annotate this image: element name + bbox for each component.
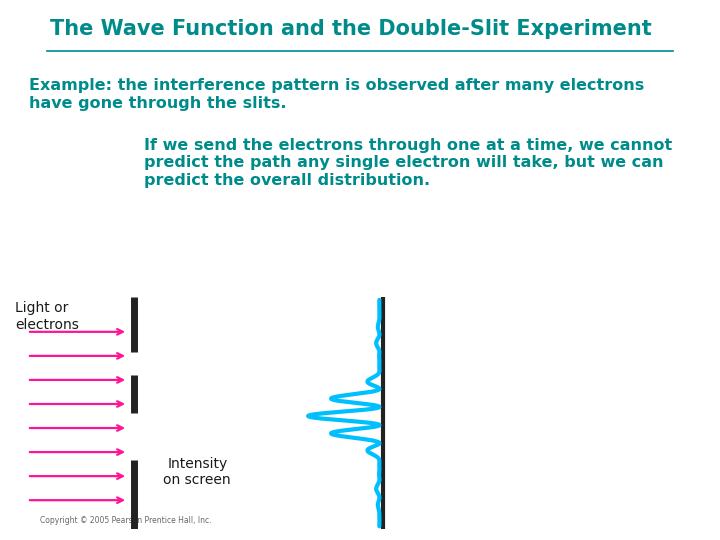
Text: Copyright © 2005 Pearson Prentice Hall, Inc.: Copyright © 2005 Pearson Prentice Hall, … <box>40 516 211 525</box>
Text: Intensity
on screen: Intensity on screen <box>163 457 231 487</box>
Text: The Wave Function and the Double-Slit Experiment: The Wave Function and the Double-Slit Ex… <box>50 19 652 39</box>
Text: Example: the interference pattern is observed after many electrons
have gone thr: Example: the interference pattern is obs… <box>29 78 644 111</box>
Text: If we send the electrons through one at a time, we cannot
predict the path any s: If we send the electrons through one at … <box>144 138 672 187</box>
Text: Light or
electrons: Light or electrons <box>15 301 79 332</box>
